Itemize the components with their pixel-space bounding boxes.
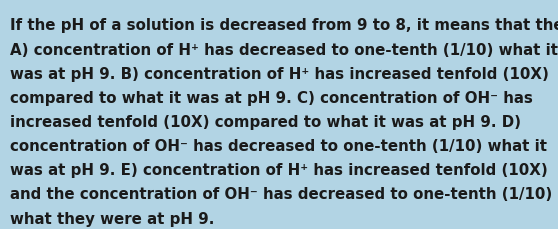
Text: increased tenfold (10X) compared to what it was at pH 9. D): increased tenfold (10X) compared to what… [10,114,521,129]
Text: was at pH 9. B) concentration of H⁺ has increased tenfold (10X): was at pH 9. B) concentration of H⁺ has … [10,66,549,81]
Text: concentration of OH⁻ has decreased to one-tenth (1/10) what it: concentration of OH⁻ has decreased to on… [10,139,547,153]
Text: was at pH 9. E) concentration of H⁺ has increased tenfold (10X): was at pH 9. E) concentration of H⁺ has … [10,163,548,177]
Text: compared to what it was at pH 9. C) concentration of OH⁻ has: compared to what it was at pH 9. C) conc… [10,90,533,105]
Text: what they were at pH 9.: what they were at pH 9. [10,211,214,226]
Text: If the pH of a solution is decreased from 9 to 8, it means that the: If the pH of a solution is decreased fro… [10,18,558,33]
Text: and the concentration of OH⁻ has decreased to one-tenth (1/10): and the concentration of OH⁻ has decreas… [10,187,552,202]
Text: A) concentration of H⁺ has decreased to one-tenth (1/10) what it: A) concentration of H⁺ has decreased to … [10,42,558,57]
